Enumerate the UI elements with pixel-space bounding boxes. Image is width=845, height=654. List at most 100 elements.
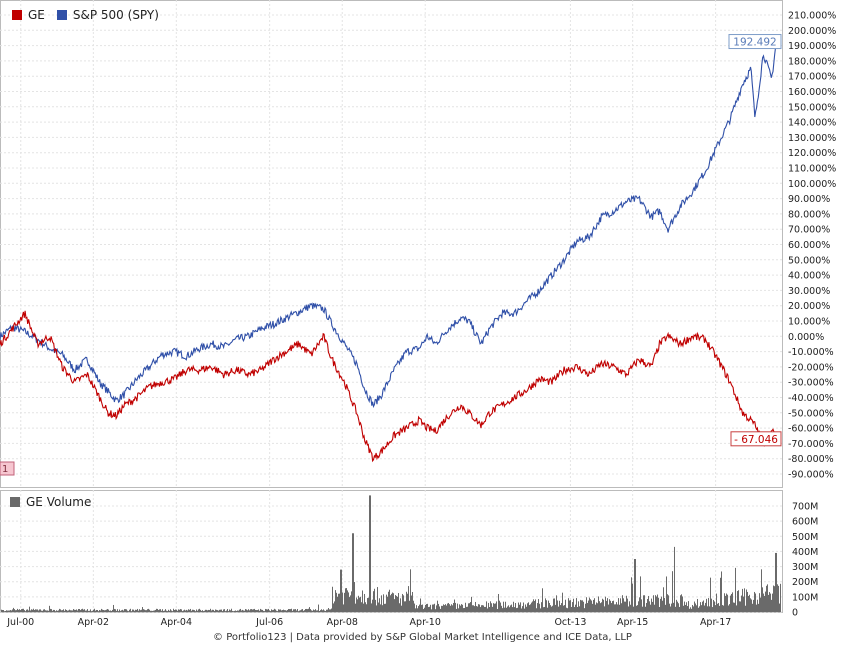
volume-bar (52, 610, 53, 612)
volume-bar (702, 601, 703, 612)
volume-bar (684, 601, 685, 612)
volume-bar (652, 601, 653, 612)
volume-bar (203, 611, 204, 612)
volume-bar (182, 611, 183, 612)
volume-bar (573, 598, 574, 612)
volume-bar (249, 610, 250, 612)
volume-bar (202, 610, 203, 612)
volume-bar (541, 602, 542, 612)
volume-bar (571, 606, 572, 612)
volume-bar (79, 609, 80, 612)
volume-bar (410, 569, 411, 612)
volume-bar (211, 610, 212, 612)
volume-bar (398, 593, 399, 612)
volume-bar (717, 603, 718, 612)
volume-bar (404, 601, 405, 612)
volume-bar (18, 609, 19, 612)
volume-bar (226, 610, 227, 612)
volume-bar (765, 591, 766, 612)
volume-bar (91, 611, 92, 612)
volume-bar (523, 602, 524, 612)
volume-bar (625, 601, 626, 612)
volume-bar (728, 605, 729, 612)
volume-bar (80, 610, 81, 612)
volume-bar (321, 609, 322, 612)
volume-bar (447, 603, 448, 612)
volume-bar (192, 609, 193, 612)
volume-bar (337, 596, 338, 612)
volume-bar (255, 609, 256, 612)
volume-bar (8, 610, 9, 612)
volume-bar (438, 603, 439, 612)
volume-bar (666, 576, 667, 612)
volume-bar (83, 609, 84, 612)
volume-bar (517, 607, 518, 612)
volume-bar (406, 591, 407, 612)
volume-bar (464, 608, 465, 612)
volume-bar (626, 595, 627, 612)
volume-bar (343, 604, 344, 612)
volume-bar (95, 610, 96, 612)
volume-bar (116, 610, 117, 612)
volume-bar (542, 588, 543, 612)
volume-bar (433, 604, 434, 612)
volume-bar (184, 609, 185, 612)
ge-last-value-box (730, 431, 782, 447)
volume-bar (428, 607, 429, 612)
volume-bar (235, 610, 236, 612)
volume-bar (197, 610, 198, 612)
volume-bar (160, 609, 161, 612)
volume-bar (114, 608, 115, 612)
volume-bar (336, 592, 337, 612)
volume-bar (261, 609, 262, 612)
volume-bar (166, 610, 167, 612)
volume-bar (199, 608, 200, 612)
volume-bar (729, 604, 730, 612)
volume-bar (673, 602, 674, 612)
volume-bar (214, 610, 215, 612)
volume-bar (452, 605, 453, 612)
volume-bar (163, 610, 164, 612)
volume-bar (639, 597, 640, 612)
volume-bar (635, 559, 636, 612)
volume-bar (88, 610, 89, 612)
volume-bar (374, 588, 375, 612)
volume-bar (250, 609, 251, 612)
volume-bar (206, 609, 207, 612)
volume-bar (715, 605, 716, 612)
volume-bar (207, 610, 208, 612)
y-tick-label: 150.000% (788, 102, 836, 113)
volume-bar (559, 600, 560, 612)
volume-bar (389, 589, 390, 612)
volume-bar (121, 610, 122, 612)
volume-bar (383, 594, 384, 612)
volume-bar (217, 610, 218, 612)
volume-bar (28, 610, 29, 612)
volume-bar (271, 609, 272, 612)
volume-bar (493, 603, 494, 612)
volume-bar (209, 610, 210, 612)
price-legend: GE S&P 500 (SPY) (12, 8, 159, 22)
volume-bar (696, 605, 697, 612)
volume-bar (423, 609, 424, 612)
volume-bar (296, 610, 297, 612)
volume-bar (128, 611, 129, 612)
volume-bar (180, 609, 181, 612)
volume-bar (247, 610, 248, 612)
volume-bar (759, 593, 760, 612)
volume-bar (118, 611, 119, 612)
volume-bar (532, 601, 533, 612)
volume-bar (627, 598, 628, 612)
volume-bar (463, 608, 464, 612)
volume-bar (695, 603, 696, 612)
spy-last-value-box (728, 34, 782, 50)
volume-bar (238, 610, 239, 612)
volume-bar (304, 610, 305, 612)
x-tick-label: Apr-02 (78, 617, 109, 628)
volume-bar (736, 605, 737, 612)
volume-bar (334, 601, 335, 612)
volume-bar (168, 609, 169, 612)
volume-bar (481, 605, 482, 612)
volume-bar (742, 588, 743, 612)
volume-bar (220, 609, 221, 612)
